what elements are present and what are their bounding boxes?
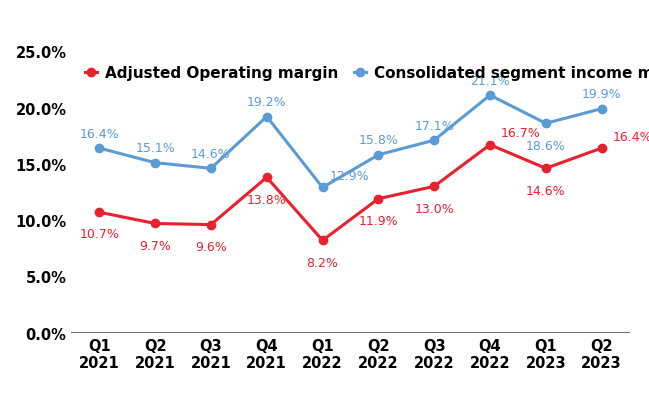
- Text: 17.1%: 17.1%: [414, 119, 454, 132]
- Text: 19.9%: 19.9%: [582, 88, 622, 101]
- Text: 8.2%: 8.2%: [306, 256, 339, 269]
- Text: 21.1%: 21.1%: [470, 75, 510, 87]
- Text: 14.6%: 14.6%: [191, 148, 231, 160]
- Text: 16.4%: 16.4%: [613, 130, 649, 143]
- Text: 16.7%: 16.7%: [501, 127, 541, 140]
- Text: 15.1%: 15.1%: [135, 142, 175, 155]
- Text: 19.2%: 19.2%: [247, 96, 287, 109]
- Text: 18.6%: 18.6%: [526, 139, 566, 152]
- Text: 13.0%: 13.0%: [414, 202, 454, 215]
- Text: 10.7%: 10.7%: [79, 228, 119, 241]
- Text: 9.6%: 9.6%: [195, 240, 227, 253]
- Text: 16.4%: 16.4%: [79, 128, 119, 140]
- Text: 13.8%: 13.8%: [247, 193, 287, 206]
- Legend: Adjusted Operating margin, Consolidated segment income margin: Adjusted Operating margin, Consolidated …: [79, 60, 649, 87]
- Text: 15.8%: 15.8%: [358, 134, 398, 147]
- Text: 14.6%: 14.6%: [526, 184, 566, 197]
- Text: 12.9%: 12.9%: [330, 170, 369, 182]
- Text: 9.7%: 9.7%: [139, 239, 171, 252]
- Text: 11.9%: 11.9%: [358, 215, 398, 227]
